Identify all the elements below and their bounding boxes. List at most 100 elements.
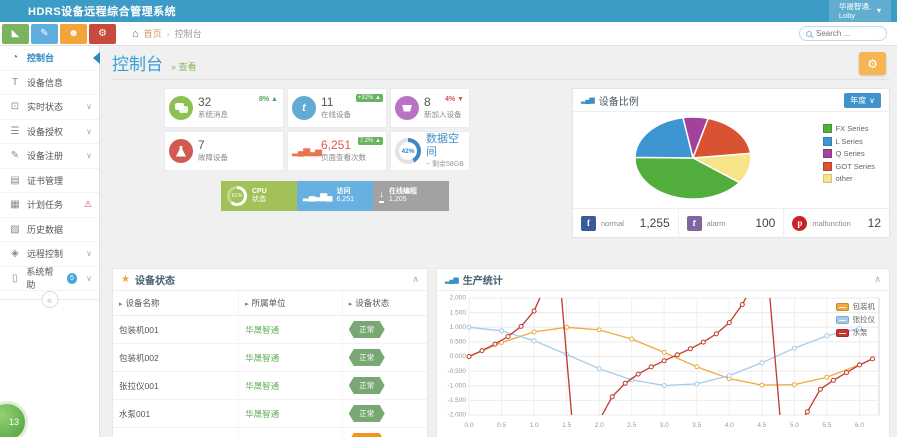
breadcrumb: ⌂ 首页 › 控制台: [132, 27, 202, 40]
pie-slice[interactable]: [691, 117, 752, 159]
data-point: [857, 325, 862, 331]
data-point: [791, 345, 797, 351]
online-value: 1,205: [389, 196, 407, 203]
visits-widget[interactable]: ▂▄▃▆▄ 访问 6,251: [297, 181, 373, 211]
stat-label: 页面查看次数: [321, 153, 366, 163]
sidebar-item-device-auth[interactable]: ☰ 设备授权 ∨: [0, 120, 99, 144]
legend-label: L Series: [835, 136, 863, 146]
data-point: [531, 308, 537, 314]
legend-swatch: [822, 136, 832, 146]
collapse-panel-button[interactable]: ∧: [412, 274, 419, 284]
pie-slice[interactable]: [634, 156, 741, 200]
stat-value: 6,251: [321, 137, 352, 152]
sidebar-item-history-data[interactable]: ▨ 历史数据: [0, 218, 99, 242]
search-icon: [806, 30, 812, 37]
column-header[interactable]: ▸ 设备名称: [113, 291, 239, 316]
tag-icon: ◈: [11, 248, 19, 260]
sidebar-item-dashboard[interactable]: ◔ 控制台: [0, 46, 100, 71]
data-point: [479, 348, 485, 354]
floating-chat-bubble[interactable]: 13: [0, 401, 28, 437]
sidebar-item-device-info[interactable]: T 设备信息: [0, 71, 99, 95]
star-icon: ★: [121, 274, 130, 285]
device-name: 水泵001: [113, 399, 239, 428]
data-point: [661, 383, 667, 388]
data-point: [596, 327, 602, 333]
online-label: 在线编程: [389, 187, 417, 195]
table-row[interactable]: 水泵001 华晟智通 正常: [113, 399, 427, 428]
panel-header: ▂▄▆ 设备比例 年度 ∨: [573, 89, 889, 112]
chat-icon: [169, 96, 193, 120]
stat-tile-faulty-devices[interactable]: 7 故障设备: [164, 131, 284, 171]
page-settings-button[interactable]: ⚙: [859, 52, 886, 75]
settings-quick-button[interactable]: ⚙: [89, 23, 116, 44]
stat-tile-online-devices[interactable]: t 11 在线设备 +32% ▲: [287, 88, 387, 128]
x-tick-label: 1.5: [562, 422, 571, 429]
page-header: 控制台 » 查看 ⚙: [112, 46, 890, 80]
stat-change-up: 8% ▲: [259, 96, 278, 103]
table-row[interactable]: 包装机002 华晟智通 正常: [113, 343, 427, 372]
data-point: [694, 381, 700, 387]
legend-label: 包装机: [852, 302, 876, 311]
stat-tile-system-messages[interactable]: 32 系统消息 8% ▲: [164, 88, 284, 128]
legend-swatch: [835, 328, 849, 337]
user-menu[interactable]: 华晟智通, Loby ▾: [828, 0, 891, 22]
data-point: [492, 341, 498, 347]
stat-tile-data-space[interactable]: 42% 数据空间 ~ 剩余58GB: [390, 131, 470, 171]
table-row[interactable]: 包装机001 华晟智通 正常: [113, 315, 427, 344]
bar-chart-icon: ▂▄▃▆▄: [303, 190, 333, 201]
status-badge: 正常: [348, 349, 385, 366]
edit-quick-button[interactable]: ✎: [31, 23, 58, 44]
panel-title: 设备比例: [598, 96, 639, 108]
stat-change-badge: +32% ▲: [355, 94, 383, 102]
sidebar-footer: «: [0, 291, 99, 321]
collapse-panel-button[interactable]: ∧: [874, 274, 881, 284]
bar-chart-icon: ▂▄▆: [445, 276, 459, 284]
sidebar-item-scheduled-tasks[interactable]: ▦ 计划任务 ⚠: [0, 193, 99, 218]
stat-label: 故障设备: [198, 153, 228, 163]
device-summary-row: f normal 1,255 t alarm 100 p malfunction…: [573, 208, 889, 237]
summary-value: 12: [867, 216, 882, 230]
data-point: [661, 358, 667, 364]
pie-slice[interactable]: [634, 116, 694, 159]
stat-tile-page-views[interactable]: ▂▄▆▃▅ 6,251 页面查看次数 7.2% ▲: [287, 131, 387, 171]
stat-tile-new-devices[interactable]: 8 新加入设备 4% ▼: [390, 88, 470, 128]
cpu-percent: 61%: [231, 193, 243, 199]
cpu-widget[interactable]: 61% CPU 状态: [221, 181, 297, 211]
data-point: [791, 382, 797, 388]
period-filter-dropdown[interactable]: 年度 ∨: [844, 92, 881, 108]
column-header[interactable]: ▸ 设备状态: [341, 291, 427, 316]
search-input[interactable]: [816, 29, 878, 38]
device-org: 华晟智通: [238, 343, 343, 372]
calendar-icon: ▦: [10, 199, 20, 211]
sort-marker-icon: ▸: [119, 301, 123, 308]
sort-marker-icon: ▸: [348, 301, 353, 308]
summary-malfunction: p malfunction 12: [783, 209, 889, 237]
data-point: [726, 373, 732, 379]
data-point: [759, 382, 765, 388]
data-point: [564, 324, 570, 330]
breadcrumb-home-link[interactable]: 首页: [143, 29, 162, 39]
sidebar-collapse-button[interactable]: «: [41, 291, 58, 308]
device-org: 华晟智通: [238, 427, 343, 437]
table-row[interactable]: 包装机005 华晟智通 警告: [113, 427, 427, 437]
column-header[interactable]: ▸ 所属单位: [238, 291, 343, 316]
online-programming-widget[interactable]: ↓ 在线编程 1,205: [373, 181, 449, 211]
sidebar-item-certificates[interactable]: ▤ 证书管理: [0, 169, 99, 193]
sidebar-item-realtime-status[interactable]: ⊡ 实时状态 ∨: [0, 95, 99, 120]
table-row[interactable]: 张拉仪001 华晟智通 正常: [113, 371, 427, 400]
device-org: 华晟智通: [238, 399, 343, 428]
sidebar-item-remote-control[interactable]: ◈ 远程控制 ∨: [0, 242, 99, 267]
data-point: [629, 336, 635, 342]
x-tick-label: 3.5: [692, 422, 701, 429]
sidebar-item-system-help[interactable]: ▯ 系统帮助 5 ∨: [0, 267, 99, 291]
chart-quick-button[interactable]: ◣: [2, 23, 29, 44]
area-chart-icon: ◣: [11, 28, 20, 39]
stat-value: 7: [198, 137, 205, 152]
summary-label: alarm: [706, 218, 726, 228]
status-badge: 正常: [348, 321, 385, 338]
stat-value: 11: [321, 94, 334, 109]
twitter-icon: t: [292, 96, 316, 120]
line-chart-legend: 包装机 张拉仪 水泵: [835, 301, 876, 338]
users-quick-button[interactable]: ☻: [60, 23, 87, 44]
sidebar-item-device-register[interactable]: ✎ 设备注册 ∨: [0, 144, 99, 169]
